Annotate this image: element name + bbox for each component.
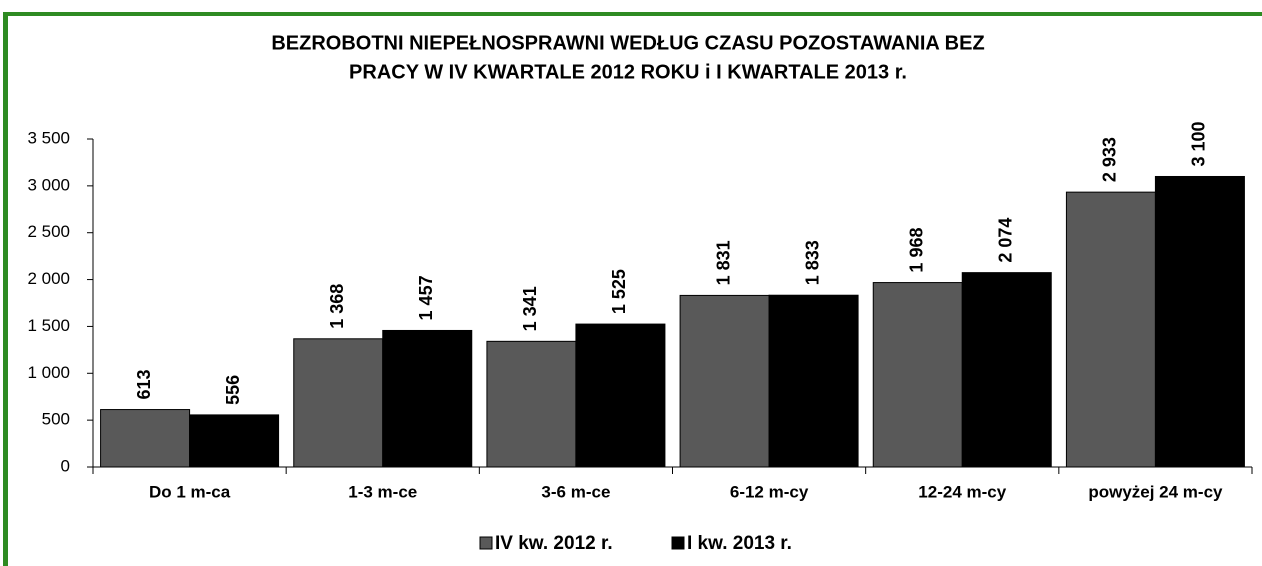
value-label: 3 100 — [1189, 121, 1209, 166]
y-tick-label: 1 000 — [27, 363, 70, 382]
legend-swatch — [479, 536, 493, 550]
y-tick-label: 0 — [61, 456, 70, 475]
value-label: 1 833 — [802, 240, 822, 285]
legend-label: IV kw. 2012 r. — [495, 533, 613, 554]
bar — [100, 409, 191, 468]
value-label: 556 — [223, 375, 243, 405]
y-tick-label: 500 — [42, 410, 70, 429]
bar — [872, 282, 963, 468]
value-label: 1 457 — [416, 275, 436, 320]
value-label: 1 831 — [713, 240, 733, 285]
bar — [293, 338, 384, 468]
bar — [486, 340, 577, 468]
x-tick-label: 6-12 m-cy — [730, 482, 809, 501]
x-tick-label: powyżej 24 m-cy — [1088, 482, 1223, 501]
bar — [679, 294, 770, 468]
y-tick-label: 1 500 — [27, 316, 70, 335]
x-tick-label: 12-24 m-cy — [918, 482, 1006, 501]
chart-title: PRACY W IV KWARTALE 2012 ROKU i I KWARTA… — [349, 61, 907, 83]
bar — [1154, 175, 1245, 468]
value-label: 2 933 — [1100, 137, 1120, 182]
y-tick-label: 3 500 — [27, 128, 70, 147]
value-label: 1 525 — [609, 269, 629, 314]
y-tick-label: 2 500 — [27, 222, 70, 241]
bar — [1065, 191, 1156, 468]
legend-swatch — [671, 536, 685, 550]
bar — [382, 329, 473, 468]
bar — [768, 294, 859, 468]
frame-left — [3, 12, 8, 566]
value-label: 1 968 — [907, 228, 927, 273]
bar — [575, 323, 666, 468]
chart-title: BEZROBOTNI NIEPEŁNOSPRAWNI WEDŁUG CZASU … — [271, 32, 984, 54]
bar — [189, 414, 280, 468]
value-label: 613 — [134, 370, 154, 400]
x-tick-label: Do 1 m-ca — [149, 482, 231, 501]
legend-label: I kw. 2013 r. — [687, 533, 792, 554]
frame-top — [3, 12, 1262, 16]
y-tick-label: 3 000 — [27, 175, 70, 194]
y-tick-label: 2 000 — [27, 269, 70, 288]
bar — [961, 272, 1052, 468]
value-label: 1 368 — [327, 284, 347, 329]
x-tick-label: 1-3 m-ce — [348, 482, 417, 501]
x-tick-label: 3-6 m-ce — [541, 482, 610, 501]
value-label: 2 074 — [996, 218, 1016, 263]
value-label: 1 341 — [520, 286, 540, 331]
